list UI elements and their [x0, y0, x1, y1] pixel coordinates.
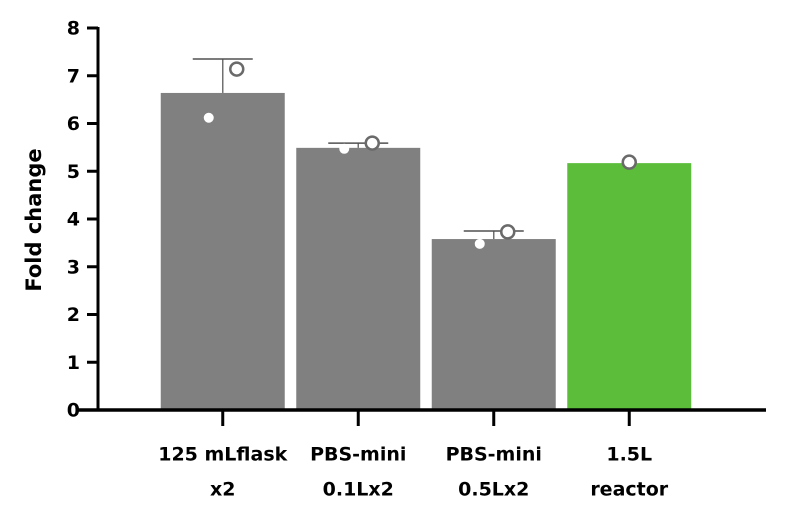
data-point [203, 112, 214, 123]
y-tick-label: 4 [67, 209, 80, 231]
data-point [229, 61, 245, 77]
bar [431, 239, 556, 410]
data-point [474, 238, 485, 249]
bar [567, 163, 692, 410]
y-tick-label: 8 [67, 18, 80, 40]
bar [160, 92, 285, 410]
y-tick-label: 5 [67, 161, 80, 183]
y-tick-label: 0 [67, 400, 80, 422]
data-point [500, 224, 516, 240]
x-tick-label: 125 mLflask [158, 444, 287, 466]
y-tick-label: 6 [67, 113, 80, 135]
y-tick-label: 7 [67, 65, 80, 87]
x-tick-label: 1.5L [606, 444, 652, 466]
x-tick-label: x2 [210, 479, 235, 501]
x-tick-label: 0.5Lx2 [458, 479, 529, 501]
y-tick-label: 1 [67, 352, 80, 374]
y-axis-title: Fold change [22, 148, 46, 291]
x-tick-label: 0.1Lx2 [323, 479, 394, 501]
data-point [364, 135, 380, 151]
data-point [339, 143, 350, 154]
x-tick-label: PBS-mini [446, 444, 542, 466]
y-tick-label: 2 [67, 304, 80, 326]
x-tick-label: PBS-mini [310, 444, 406, 466]
bar [296, 147, 421, 411]
data-point [621, 154, 637, 170]
y-tick-label: 3 [67, 256, 80, 278]
x-tick-label: reactor [590, 479, 668, 501]
